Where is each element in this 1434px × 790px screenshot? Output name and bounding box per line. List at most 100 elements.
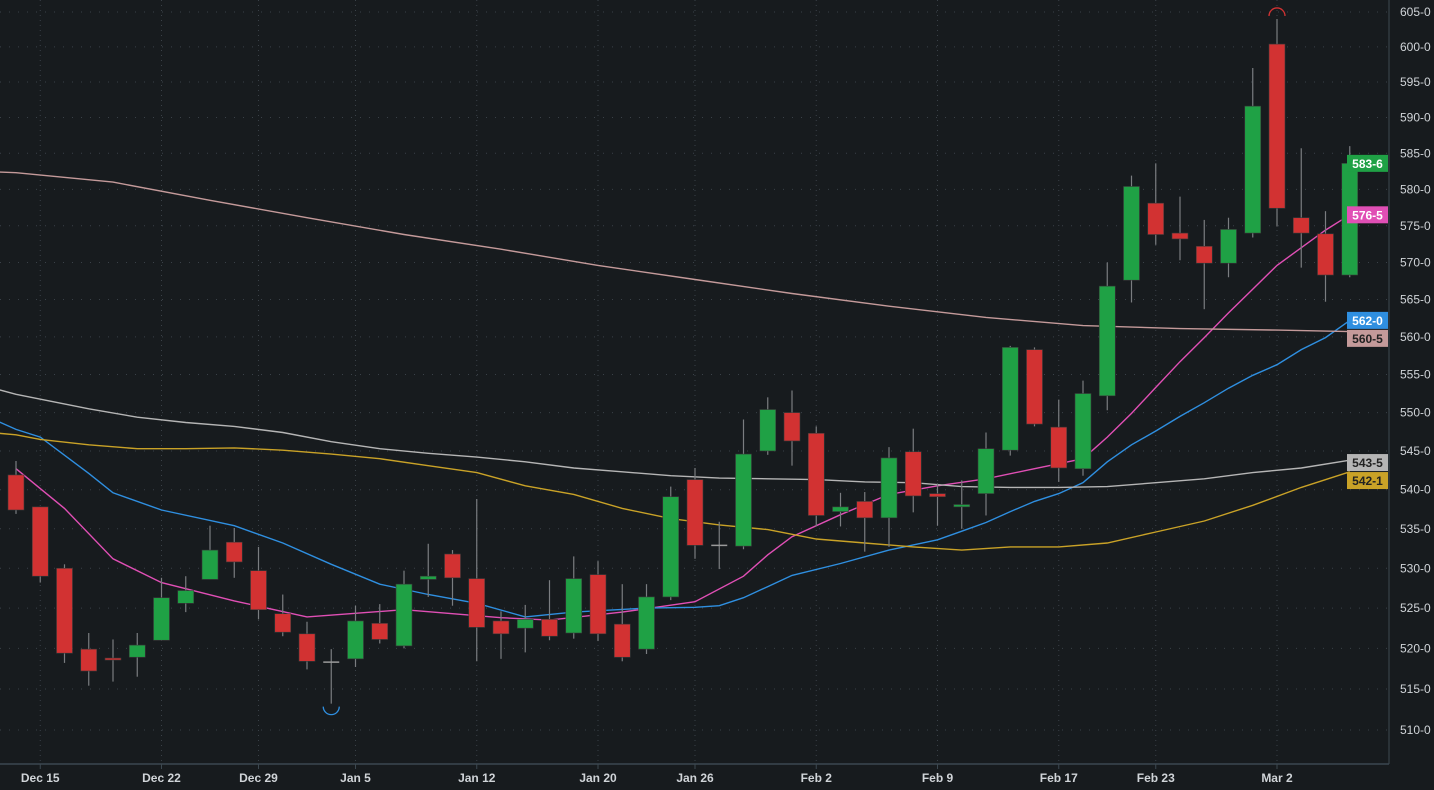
price-axis[interactable]: 605-0 600-0 595-0 590-0 585-0 580-0 575-0 570-0… <box>1400 5 1431 737</box>
y-tick-label: 530-0 <box>1400 561 1431 575</box>
candle <box>128 633 146 677</box>
candle-body <box>638 596 655 650</box>
candle-body <box>1147 202 1165 235</box>
candle-body <box>444 553 461 579</box>
candle-body <box>492 620 510 635</box>
candle <box>589 561 607 642</box>
candle-body <box>613 623 631 658</box>
candle-body <box>31 506 49 577</box>
candle-body <box>1220 229 1237 264</box>
candle <box>686 467 704 559</box>
candle <box>1220 217 1237 278</box>
candle <box>783 390 801 466</box>
price-tag-label: 576-5 <box>1352 208 1383 222</box>
candle-body <box>1244 105 1262 234</box>
y-tick-label: 585-0 <box>1400 146 1431 160</box>
moving-average-line <box>0 389 1350 489</box>
x-tick-label: Jan 20 <box>579 771 617 785</box>
candle-body <box>589 574 607 635</box>
candle <box>444 550 461 606</box>
candle <box>1074 380 1092 476</box>
candle-body <box>977 448 995 494</box>
y-tick-label: 560-0 <box>1400 330 1431 344</box>
candle <box>638 584 655 654</box>
candle-body <box>1317 233 1334 276</box>
candle <box>395 570 413 649</box>
candle <box>31 506 49 583</box>
candle <box>7 461 25 514</box>
candle-body <box>1171 232 1189 240</box>
candle <box>468 499 486 662</box>
price-tag-label: 562-0 <box>1352 314 1383 328</box>
candle <box>1195 219 1213 310</box>
candle <box>104 639 122 682</box>
candle <box>1001 345 1019 456</box>
candle <box>1317 211 1334 302</box>
candle-body <box>1292 217 1310 234</box>
candle-body <box>1074 393 1092 470</box>
candle <box>225 528 243 578</box>
candle <box>759 397 777 455</box>
candle-body <box>1026 349 1043 425</box>
moving-average-line <box>0 319 1351 618</box>
x-tick-label: Mar 2 <box>1261 771 1293 785</box>
low-marker-icon <box>322 706 340 716</box>
candle-body <box>1001 347 1019 451</box>
x-tick-label: Jan 26 <box>676 771 714 785</box>
price-tag-box <box>1347 206 1388 224</box>
price-tag-label: 542-1 <box>1352 474 1383 488</box>
candle <box>323 649 340 704</box>
candle-body <box>1123 186 1140 281</box>
candle-body <box>395 583 413 647</box>
candle-body <box>783 412 801 442</box>
candle <box>250 546 267 620</box>
candle-body <box>759 409 777 452</box>
extreme-markers <box>322 7 1286 716</box>
candle <box>1026 347 1043 427</box>
candle-body <box>565 578 583 634</box>
candle <box>1268 18 1286 227</box>
candle <box>347 605 364 667</box>
candle-body <box>662 496 680 598</box>
y-tick-label: 515-0 <box>1400 682 1431 696</box>
candle-body <box>225 541 243 563</box>
candle-body <box>128 644 146 658</box>
candle <box>1244 67 1262 238</box>
moving-average-line <box>0 432 1351 551</box>
candle-body <box>371 623 389 640</box>
candle-body <box>880 457 898 519</box>
candle-body <box>250 570 267 611</box>
candle <box>274 594 292 637</box>
candle <box>1123 175 1140 303</box>
candle <box>929 483 946 526</box>
candle <box>832 492 849 527</box>
price-tag-label: 543-5 <box>1352 456 1383 470</box>
candle-body <box>1098 285 1116 397</box>
x-tick-label: Jan 12 <box>458 771 496 785</box>
candle-body <box>298 633 316 662</box>
y-tick-label: 565-0 <box>1400 292 1431 306</box>
y-tick-label: 580-0 <box>1400 182 1431 196</box>
y-tick-label: 600-0 <box>1400 40 1431 54</box>
candle-body <box>153 597 170 641</box>
candle <box>153 577 170 641</box>
candle <box>541 580 558 641</box>
time-axis[interactable]: Dec 15 Dec 22 Dec 29 Jan 5 Jan 12 Jan 20 Jan 2… <box>21 764 1293 785</box>
y-tick-label: 570-0 <box>1400 255 1431 269</box>
y-tick-label: 510-0 <box>1400 723 1431 737</box>
price-labels: 583-6 576-5 562-0 560-5 543-5 542-1 <box>1347 154 1388 490</box>
candle-body <box>347 620 364 660</box>
candle <box>856 492 874 552</box>
candle-body <box>953 504 971 508</box>
y-tick-label: 520-0 <box>1400 641 1431 655</box>
candle <box>1171 196 1189 261</box>
candle <box>711 521 728 570</box>
y-tick-label: 605-0 <box>1400 5 1431 19</box>
candle <box>1098 262 1116 411</box>
price-tag-box <box>1347 154 1388 172</box>
candle-body <box>929 493 946 498</box>
candle <box>613 584 631 662</box>
candle-body <box>856 501 874 519</box>
